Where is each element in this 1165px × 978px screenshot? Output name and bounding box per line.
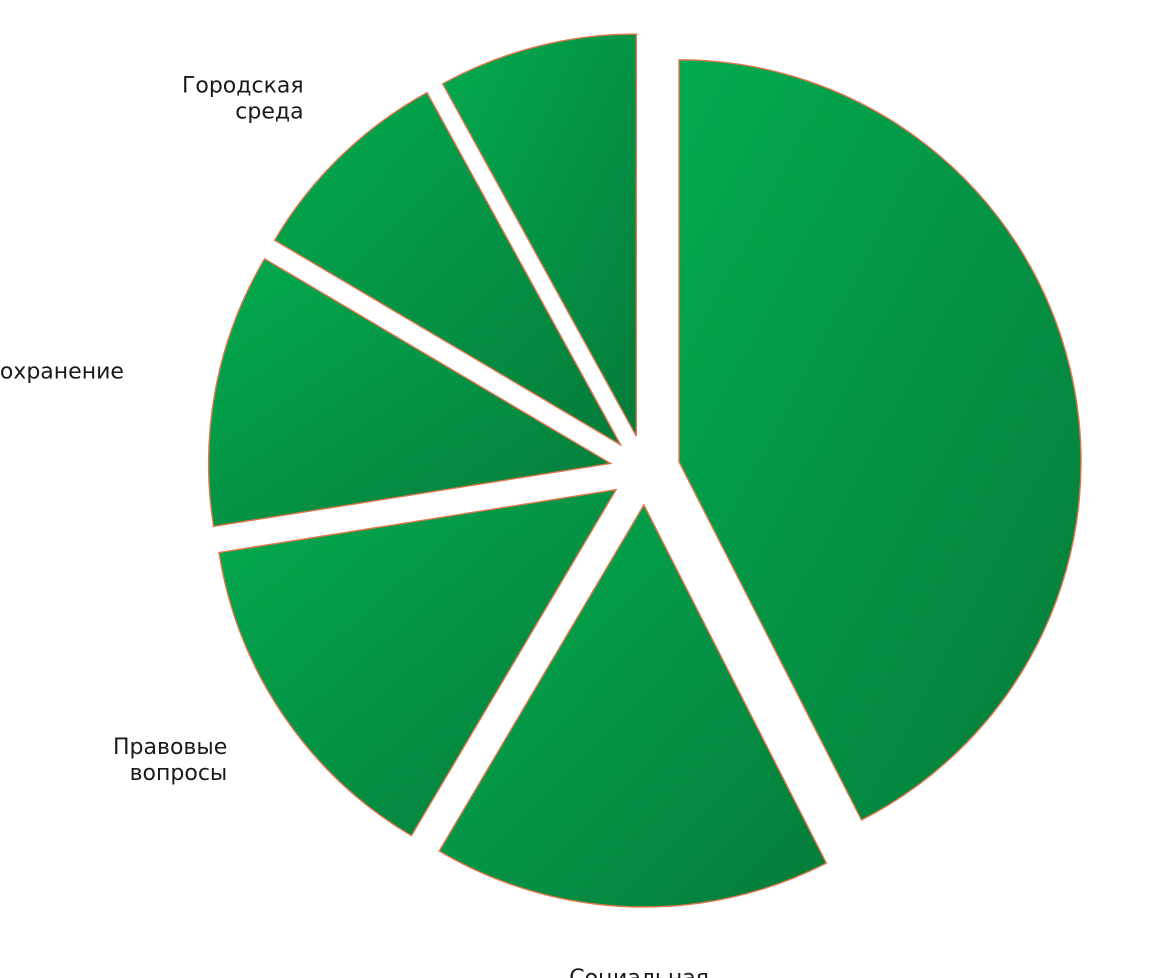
pie-slice-label: Социальнаясфера [569,966,709,978]
pie-slice-label: Городская среда [182,73,304,124]
pie-slice [207,257,613,528]
pie-slice [218,488,618,837]
pie-slices [207,33,1082,908]
pie-slice [441,33,638,437]
pie-slice-label: Здравоохранение [0,359,124,384]
pie-slice-label: Правовые вопросы [113,735,227,786]
pie-slice [678,59,1082,821]
pie-slice [438,503,828,908]
pie-slice [273,91,623,447]
